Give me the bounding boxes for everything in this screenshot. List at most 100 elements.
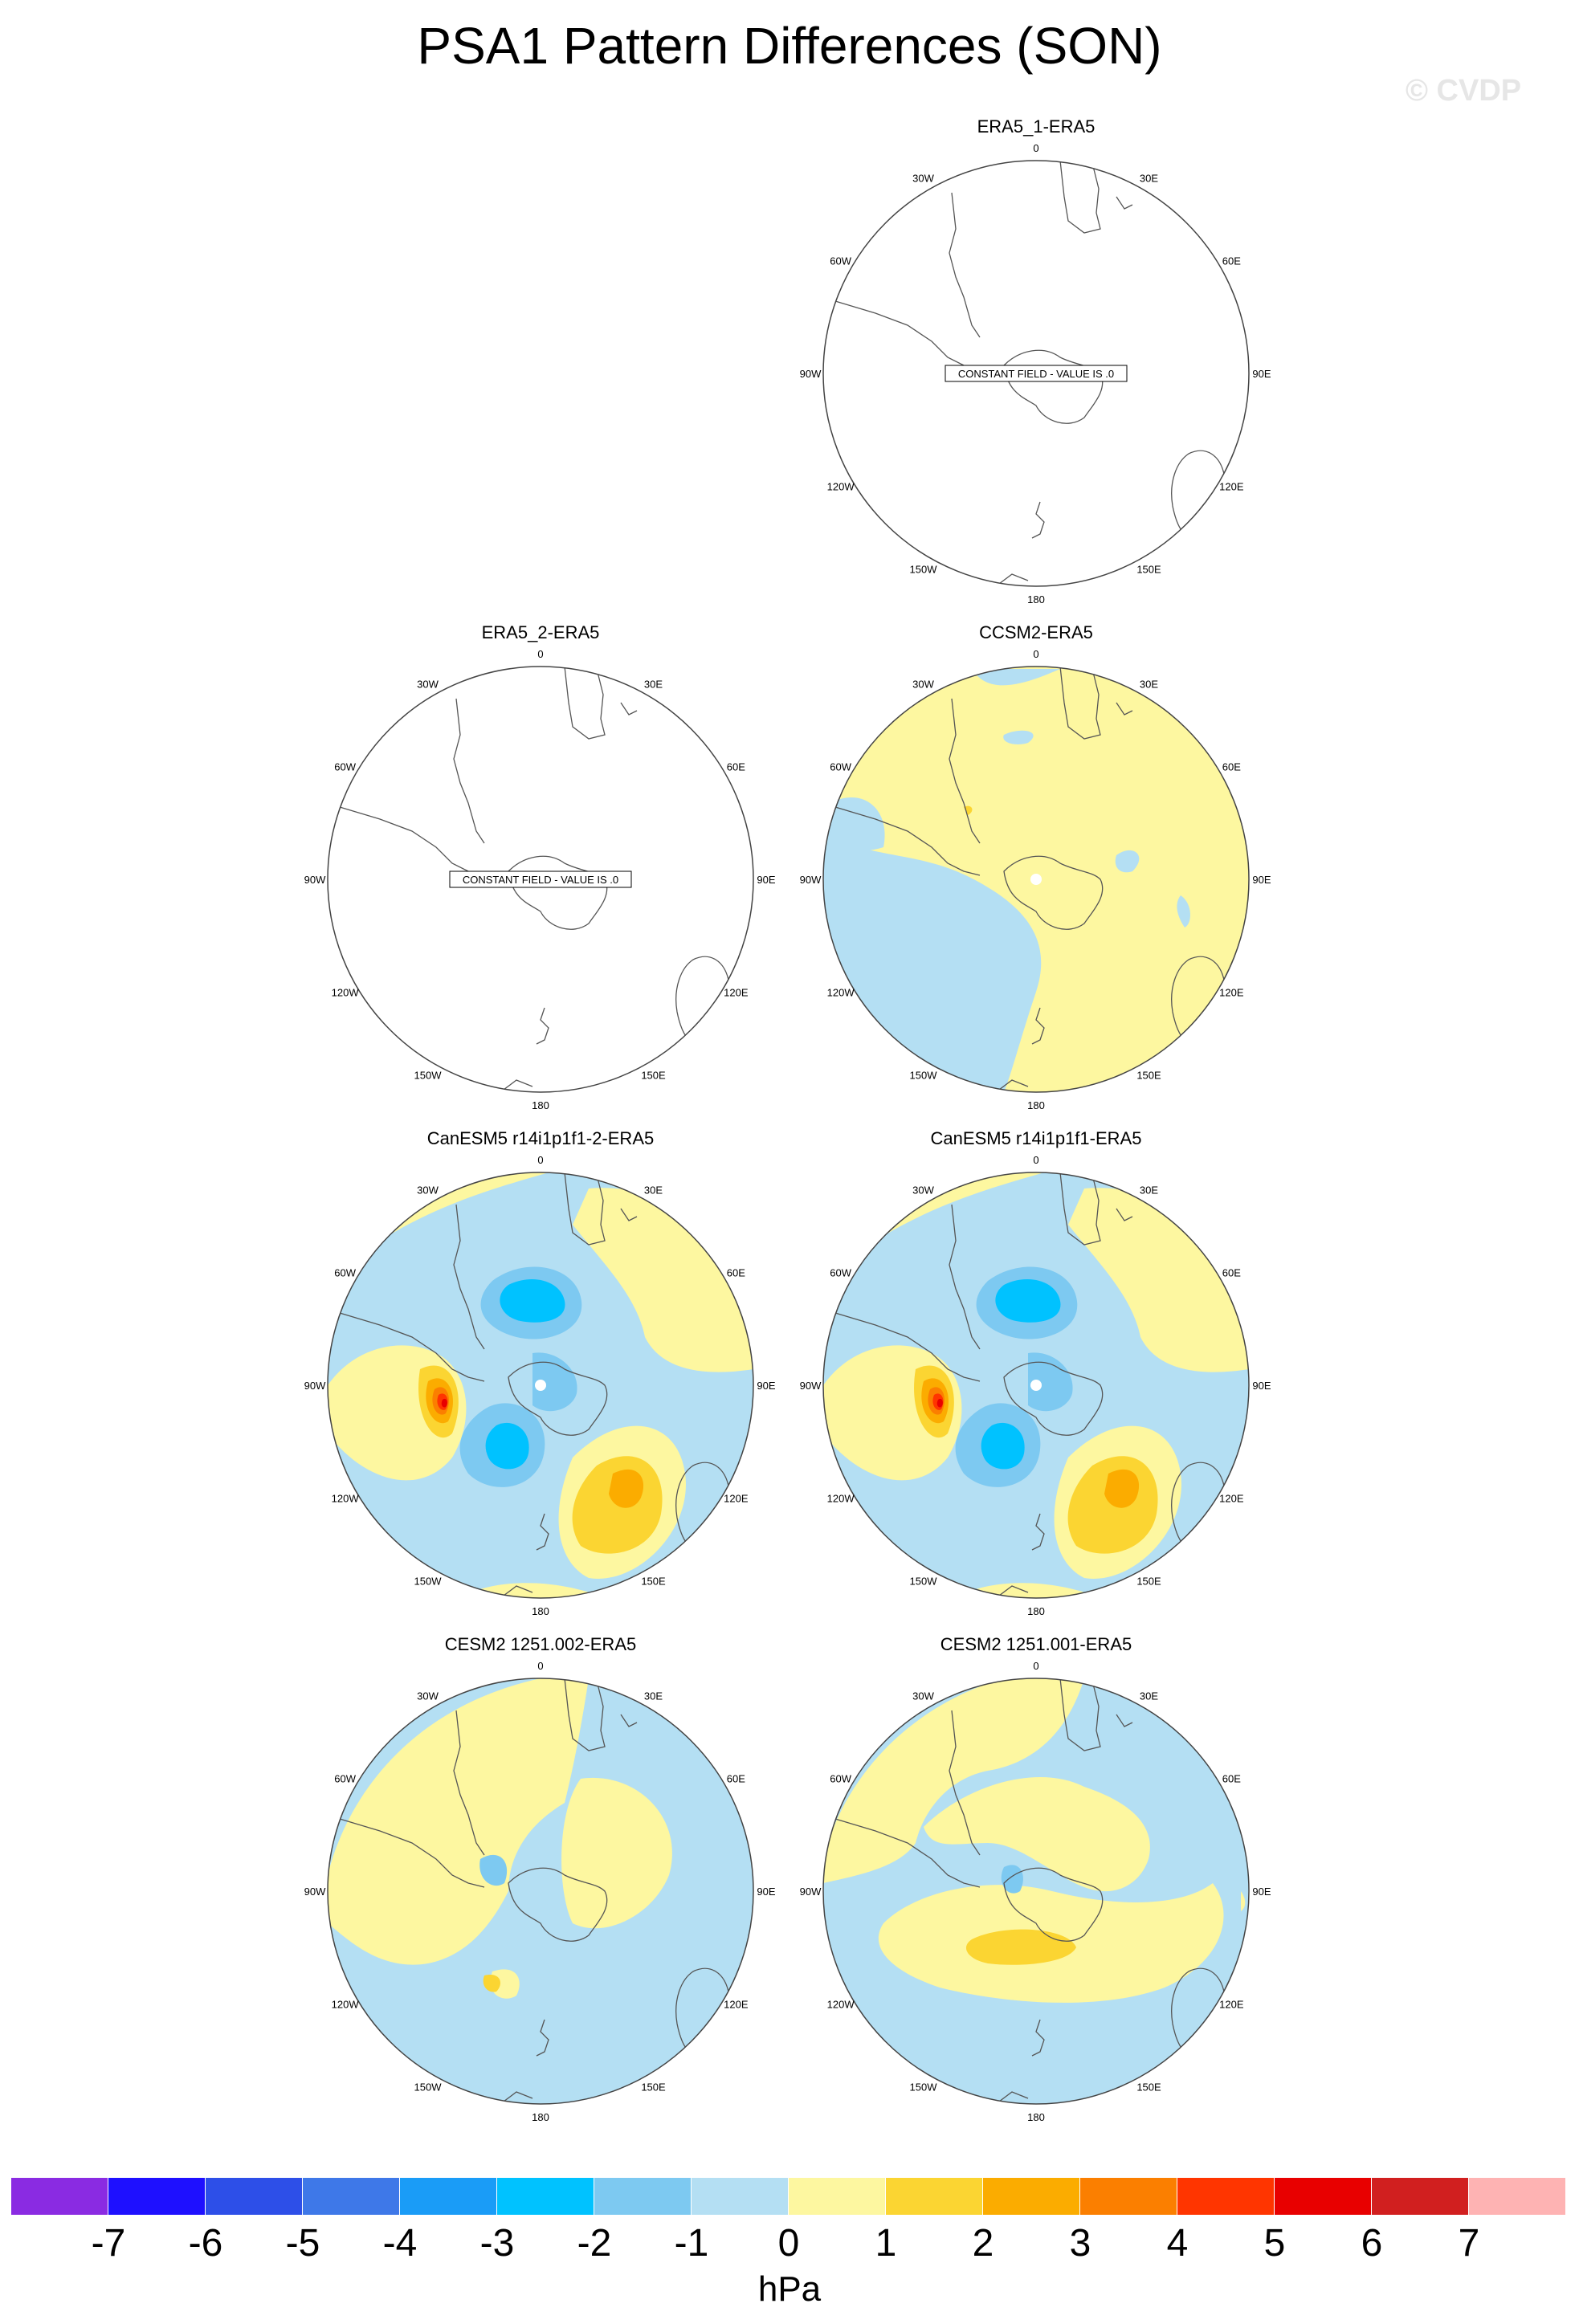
longitude-label: 60W xyxy=(830,255,851,267)
longitude-label: 30W xyxy=(912,1690,934,1702)
contour-region xyxy=(1003,730,1034,744)
coastline xyxy=(949,1710,981,1856)
longitude-label: 150E xyxy=(1136,1069,1161,1081)
longitude-label: 120E xyxy=(1219,481,1244,493)
longitude-label: 0 xyxy=(537,1660,543,1672)
longitude-label: 60E xyxy=(1222,255,1241,267)
longitude-label: 90W xyxy=(304,874,326,886)
coastline xyxy=(1116,1714,1133,1727)
contour-region xyxy=(1115,850,1140,873)
constant-field-box xyxy=(945,365,1128,382)
longitude-label: 150W xyxy=(910,1069,938,1081)
colorbar-tick-label: -7 xyxy=(91,2222,126,2265)
longitude-label: 30E xyxy=(644,679,663,691)
contour-region xyxy=(479,1854,508,1886)
longitude-label: 150W xyxy=(414,1069,443,1081)
longitude-label: 120W xyxy=(827,987,855,999)
longitude-label: 120E xyxy=(1219,1493,1244,1505)
longitude-label: 90W xyxy=(800,1380,822,1392)
coastline xyxy=(564,1678,606,1751)
coastline xyxy=(508,855,608,930)
map-border xyxy=(822,1678,1250,2105)
longitude-label: 90W xyxy=(304,1380,326,1392)
map-border xyxy=(822,1172,1250,1599)
contour-region xyxy=(999,903,1019,944)
coastline xyxy=(1059,1172,1101,1246)
longitude-label: 150W xyxy=(414,1575,443,1587)
longitude-label: 30W xyxy=(417,679,439,691)
map-border xyxy=(327,666,754,1093)
colorbar-box xyxy=(1080,2178,1177,2215)
longitude-label: 150E xyxy=(1136,1575,1161,1587)
longitude-label: 150W xyxy=(910,2081,938,2093)
constant-field-box xyxy=(449,870,632,888)
coastline xyxy=(1031,2019,1045,2057)
colorbar-box xyxy=(983,2178,1080,2215)
longitude-label: 180 xyxy=(1027,2111,1045,2123)
panel-title: ERA5_1-ERA5 xyxy=(977,116,1096,137)
figure-title: PSA1 Pattern Differences (SON) xyxy=(417,17,1162,75)
contour-region xyxy=(490,1969,520,1999)
coastline xyxy=(949,1204,981,1350)
coastline xyxy=(1116,1208,1133,1221)
longitude-label: 30E xyxy=(1140,1690,1158,1702)
coastline xyxy=(1031,1513,1045,1551)
colorbar-tick-label: 6 xyxy=(1361,2222,1383,2265)
longitude-label: 180 xyxy=(1027,1099,1045,1111)
polar-map: 0 180 30E 60E 90E 120E 150E 30W 60W 90W 120W 150W xyxy=(800,1154,1271,1617)
longitude-label: 120W xyxy=(827,1999,855,2011)
contour-region xyxy=(823,797,885,850)
colorbar xyxy=(11,2178,1566,2215)
contour-region xyxy=(441,1398,447,1408)
contour-region xyxy=(328,1678,589,1965)
colorbar-box xyxy=(206,2178,303,2215)
pole-marker xyxy=(535,1380,546,1391)
coastline xyxy=(500,1585,533,1598)
colorbar-tick-label: -2 xyxy=(577,2222,612,2265)
contour-region xyxy=(500,1278,565,1323)
coastline xyxy=(1031,1007,1045,1045)
contour-region xyxy=(485,1422,529,1470)
contour-region xyxy=(609,1469,644,1508)
map-border xyxy=(327,1172,754,1599)
colorbar-tick-label: 4 xyxy=(1166,2222,1189,2265)
map-border xyxy=(822,666,1250,1093)
map-panel: ERA5_1-ERA5 0 180 30E 60E 90E 120E 150E 30W 60W 90… xyxy=(787,116,1285,605)
colorbar-tick-label: 2 xyxy=(972,2222,994,2265)
colorbar-box xyxy=(1275,2178,1372,2215)
longitude-label: 60W xyxy=(830,1267,851,1279)
colorbar-box xyxy=(594,2178,692,2215)
longitude-label: 150E xyxy=(1136,2081,1161,2093)
contour-region xyxy=(1241,1891,1246,1911)
coastline xyxy=(620,1714,638,1727)
longitude-label: 90E xyxy=(1252,874,1271,886)
coastline xyxy=(1003,1361,1104,1436)
colorbar-box xyxy=(692,2178,789,2215)
longitude-label: 150W xyxy=(414,2081,443,2093)
contour-region xyxy=(936,1398,943,1408)
coastline xyxy=(995,1079,1029,1092)
contour-region xyxy=(561,1777,672,1929)
contour-region xyxy=(972,669,1060,686)
longitude-label: 120E xyxy=(1219,987,1244,999)
longitude-label: 120W xyxy=(827,481,855,493)
panel-title: CCSM2-ERA5 xyxy=(979,622,1093,642)
longitude-label: 0 xyxy=(1033,142,1038,154)
contour-region xyxy=(1028,1352,1073,1412)
constant-field-label: CONSTANT FIELD - VALUE IS .0 xyxy=(463,874,618,886)
pole-marker xyxy=(1030,1380,1042,1391)
coastline xyxy=(995,1585,1029,1598)
longitude-label: 90E xyxy=(1252,368,1271,380)
longitude-label: 90E xyxy=(1252,1886,1271,1898)
coastline xyxy=(1059,161,1101,234)
polar-map: 0 180 30E 60E 90E 120E 150E 30W 60W 90W 120W 150W xyxy=(800,648,1271,1111)
longitude-label: 90E xyxy=(757,874,775,886)
coastline xyxy=(1003,1867,1104,1942)
longitude-label: 120E xyxy=(724,1493,749,1505)
coastline xyxy=(1059,667,1101,740)
coastline xyxy=(1003,855,1104,930)
coastline xyxy=(1003,349,1104,424)
longitude-label: 150E xyxy=(1136,563,1161,575)
longitude-label: 0 xyxy=(537,648,543,660)
contour-region xyxy=(532,1352,577,1412)
